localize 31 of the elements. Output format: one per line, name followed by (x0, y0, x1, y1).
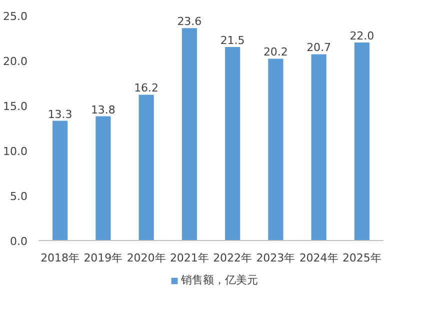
x-tick-label: 2024年 (299, 252, 338, 264)
legend-label: 销售额，亿美元 (181, 272, 258, 288)
text: 22.0 (350, 30, 374, 42)
y-tick-label: 5.0 (10, 190, 28, 203)
y-tick-label: 20.0 (3, 55, 28, 68)
y-tick-label: 10.0 (3, 145, 28, 158)
text: 21.5 (220, 34, 245, 47)
x-tick-label: 2021年 (170, 252, 209, 264)
y-tick-label: 25.0 (3, 10, 28, 23)
text: 13.3 (48, 108, 72, 121)
bar (52, 120, 68, 240)
bar (182, 28, 197, 240)
x-tick-label: 2019年 (84, 252, 123, 264)
y-tick-label: 15.0 (3, 100, 28, 113)
x-tick-label: 2023年 (256, 252, 296, 264)
text: 16.2 (134, 82, 159, 95)
bar (138, 94, 154, 240)
text: 23.6 (177, 15, 202, 28)
text: 13.8 (90, 103, 116, 116)
x-tick-label: 2020年 (126, 252, 166, 264)
bar (354, 42, 370, 240)
bar (268, 58, 284, 240)
x-tick-label: 2018年 (40, 252, 80, 264)
x-tick-label: 2025年 (342, 252, 382, 264)
y-tick-label: 0.0 (10, 235, 28, 248)
bar (96, 116, 111, 240)
x-tick-label: 2022年 (213, 252, 252, 264)
bar (311, 54, 326, 240)
text: 20.7 (306, 41, 332, 54)
bar (225, 47, 240, 240)
text: 20.2 (263, 46, 288, 59)
